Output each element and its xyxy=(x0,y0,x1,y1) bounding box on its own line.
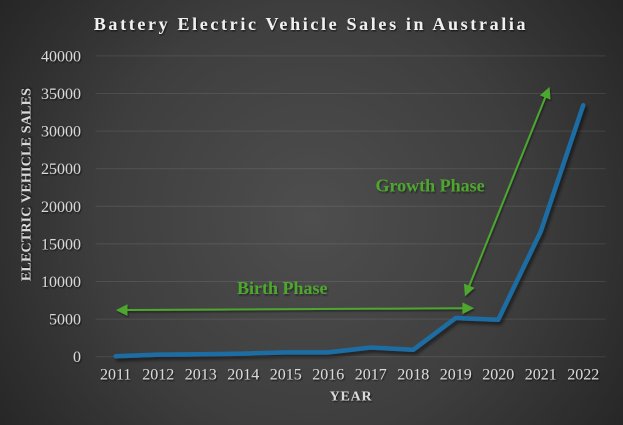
svg-text:2021: 2021 xyxy=(525,366,557,383)
svg-text:Birth Phase: Birth Phase xyxy=(237,278,328,298)
svg-text:2019: 2019 xyxy=(440,366,472,383)
svg-text:10000: 10000 xyxy=(41,274,81,291)
svg-text:2014: 2014 xyxy=(227,366,259,383)
svg-text:35000: 35000 xyxy=(41,86,81,103)
svg-text:5000: 5000 xyxy=(49,312,81,329)
svg-text:Battery Electric Vehicle Sales: Battery Electric Vehicle Sales in Austra… xyxy=(94,14,528,34)
svg-text:30000: 30000 xyxy=(41,124,81,141)
svg-text:2013: 2013 xyxy=(185,366,217,383)
svg-text:40000: 40000 xyxy=(41,48,81,65)
svg-text:25000: 25000 xyxy=(41,161,81,178)
svg-text:2018: 2018 xyxy=(397,366,429,383)
svg-text:2020: 2020 xyxy=(482,366,514,383)
svg-text:2017: 2017 xyxy=(355,366,387,383)
svg-text:0: 0 xyxy=(73,349,81,366)
svg-text:2011: 2011 xyxy=(100,366,131,383)
svg-text:Growth Phase: Growth Phase xyxy=(376,176,485,196)
svg-text:20000: 20000 xyxy=(41,199,81,216)
svg-text:2015: 2015 xyxy=(270,366,302,383)
svg-text:15000: 15000 xyxy=(41,236,81,253)
svg-text:2012: 2012 xyxy=(142,366,174,383)
svg-text:2022: 2022 xyxy=(567,366,599,383)
svg-text:2016: 2016 xyxy=(312,366,344,383)
svg-text:YEAR: YEAR xyxy=(330,390,373,405)
svg-text:ELECTRIC VEHICLE SALES: ELECTRIC VEHICLE SALES xyxy=(20,88,35,281)
